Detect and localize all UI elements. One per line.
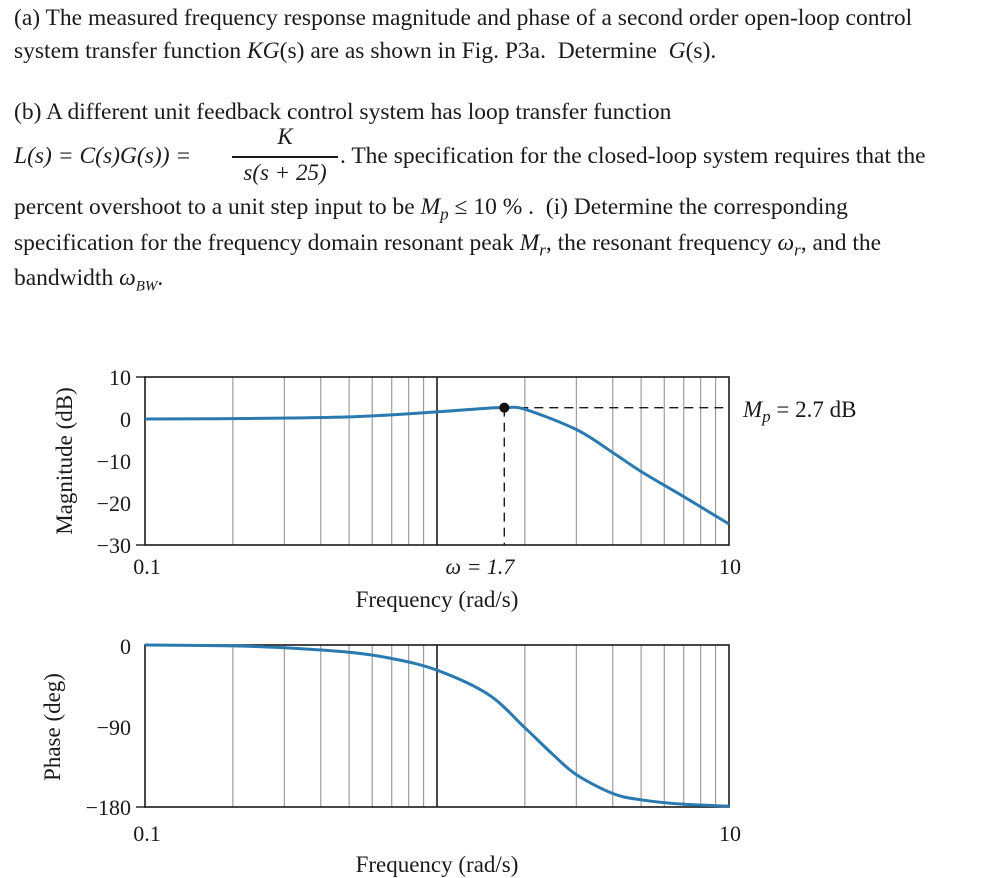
fraction-denominator: s(s + 25): [243, 160, 327, 185]
peak-marker: [499, 402, 510, 413]
part-b-text-5a: bandwidth: [14, 265, 120, 291]
magnitude-grid: [232, 377, 717, 545]
part-a-line-2: system transfer function KG(s) are as sh…: [14, 37, 716, 65]
loop-transfer-lhs: L(s) = C(s)G(s)) =: [14, 143, 192, 169]
mag-tick-label-10: 10: [109, 365, 131, 390]
peak-value-label: Mp = 2.7 dB: [742, 397, 856, 426]
g-symbol: G: [668, 38, 686, 64]
part-b-text-4c: , and the: [800, 230, 882, 256]
part-b-text-5b: .: [157, 265, 164, 291]
part-b-line-3: percent overshoot to a unit step input t…: [14, 193, 848, 229]
part-b-line-1: (b) A different unit feedback control sy…: [14, 99, 672, 125]
mag-y-axis-label: Magnitude (dB): [52, 387, 77, 535]
kg-symbol: KG: [246, 38, 280, 64]
phase-tick-label-neg180: −180: [86, 795, 131, 820]
phase-y-axis-label: Phase (deg): [40, 673, 65, 781]
mag-tick-label-neg30: −30: [97, 533, 131, 558]
phase-tick-label-neg90: −90: [97, 715, 131, 740]
peak-frequency-label: ω = 1.7: [446, 554, 516, 579]
peak-value-number: = 2.7 dB: [771, 397, 857, 422]
phase-x-axis-label: Frequency (rad/s): [356, 852, 519, 877]
mag-tick-label-neg10: −10: [97, 449, 131, 474]
mag-x-axis-label: Frequency (rad/s): [356, 587, 519, 612]
part-a-end: .: [710, 38, 717, 64]
part-b-text-4b: , the resonant frequency: [545, 230, 778, 256]
peak-value-m: M: [742, 397, 764, 422]
phase-curve: [144, 643, 730, 808]
part-b-text-4a: specification for the frequency domain r…: [14, 230, 520, 256]
mag-tick-label-neg20: −20: [97, 491, 131, 516]
mag-tick-label-0: 0: [120, 407, 131, 432]
part-b-text-3a: percent overshoot to a unit step input t…: [14, 194, 421, 220]
part-b-line-4: specification for the frequency domain r…: [14, 229, 881, 265]
part-a-line-1: (a) The measured frequency response magn…: [14, 5, 913, 31]
part-b-text-3b: ≤ 10 % . (i) Determine the corresponding: [448, 194, 848, 220]
wbw-subscript: BW: [135, 278, 158, 295]
phase-x-tick-0.1: 0.1: [133, 821, 161, 846]
peak-value-sub: p: [761, 407, 771, 426]
part-b-line-5: bandwidth ωBW.: [14, 264, 163, 301]
phase-plot: 0 −90 −180 0.1 10 Frequency (rad/s) Phas…: [40, 634, 741, 877]
fraction-bar: [232, 156, 338, 158]
phase-tick-label-0: 0: [120, 634, 131, 659]
wr-symbol: ω: [777, 230, 795, 256]
mp-symbol: M: [420, 194, 441, 220]
part-a-text-2: are as shown in Fig. P3a. Determine: [304, 38, 669, 64]
part-a-text-1: system transfer function: [14, 38, 247, 64]
s-arg-1: (s): [279, 38, 305, 64]
part-b-line-2-rest: . The specification for the closed-loop …: [340, 143, 926, 169]
mp-subscript: p: [440, 204, 449, 224]
mag-x-tick-10: 10: [719, 554, 741, 579]
mag-x-tick-0.1: 0.1: [133, 554, 161, 579]
wbw-symbol: ω: [119, 265, 136, 291]
mr-symbol: M: [519, 230, 540, 256]
s-arg-2: (s): [685, 38, 711, 64]
magnitude-plot-frame: [144, 376, 730, 546]
fraction-numerator: K: [277, 124, 293, 149]
phase-plot-frame: [144, 644, 730, 808]
magnitude-plot: 10 0 −10 −20 −30 0.1 10 ω = 1.7 Frequenc…: [52, 365, 856, 612]
wr-subscript: r: [794, 240, 801, 260]
mr-subscript: r: [539, 240, 546, 260]
phase-x-tick-10: 10: [719, 821, 741, 846]
phase-grid: [232, 645, 717, 807]
